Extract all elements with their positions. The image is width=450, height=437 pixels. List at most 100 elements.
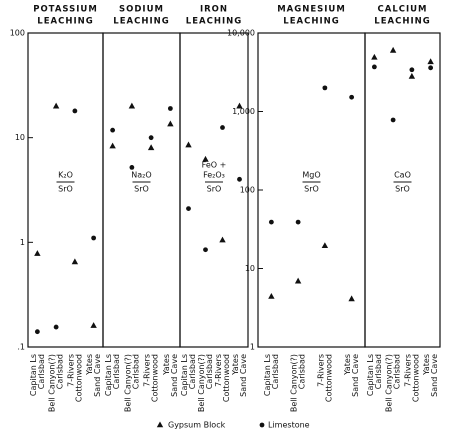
circle-point: [167, 106, 173, 111]
formation-label: Cottonwood: [151, 354, 160, 402]
formation-label: Carlsbad: [188, 354, 197, 389]
formation-label: Cottonwood: [324, 354, 333, 402]
ratio-denominator: SrO: [395, 185, 410, 194]
y-tick-label: 10: [15, 133, 25, 142]
panel-title: LEACHING: [113, 17, 169, 27]
y-tick-label: 1: [20, 238, 25, 247]
formation-label: Carlsbad: [56, 354, 65, 389]
triangle-point: [348, 295, 355, 302]
circle-point: [295, 219, 301, 225]
panel-frame: [364, 32, 441, 348]
triangle-point: [90, 322, 97, 328]
panel-title: MAGNESIUM: [277, 5, 346, 15]
category-label: Capitan Ls: [104, 354, 113, 396]
category-label: 7-Rivers: [214, 354, 223, 387]
triangle-point: [294, 277, 302, 284]
y-tick-label: 10,000: [227, 29, 255, 38]
circle-point: [72, 108, 78, 114]
circle-point: [390, 117, 396, 123]
circle-point: [322, 85, 328, 91]
category-label: 7-Rivers: [66, 354, 75, 387]
ratio-denominator: SrO: [207, 185, 222, 194]
ratio-denominator: SrO: [134, 185, 149, 194]
triangle-point: [147, 144, 155, 151]
category-label: Bell Canyon(?): [290, 354, 299, 412]
category-label: Bell Canyon(?): [197, 354, 206, 412]
y-tick-label: 100: [10, 29, 25, 38]
formation-label: Sand Cave: [93, 354, 102, 397]
circle-point: [428, 65, 434, 71]
formation-label: Carlsbad: [37, 354, 46, 389]
y-tick-label: 1: [250, 343, 255, 352]
legend-label: Limestone: [268, 421, 310, 430]
y-tick-label: 1,000: [232, 107, 255, 116]
triangle-point: [321, 242, 329, 249]
panel-title: LEACHING: [283, 17, 339, 27]
panel-title: SODIUM: [119, 5, 164, 15]
legend-circle: [259, 422, 265, 428]
category-label: Capitan Ls: [263, 354, 272, 396]
category-label: Yates: [343, 354, 352, 376]
triangle-point: [268, 292, 275, 299]
category-label: Yates: [85, 354, 94, 376]
triangle-point: [219, 236, 226, 243]
circle-point: [220, 125, 225, 130]
triangle-point: [408, 72, 416, 79]
formation-label: Carlsbad: [112, 354, 121, 389]
formation-label: Carlsbad: [131, 354, 140, 389]
formation-label: Cottonwood: [222, 354, 231, 402]
ratio-numerator: Fe₂O₃: [203, 171, 225, 180]
category-label: Capitan Ls: [29, 354, 38, 396]
circle-point: [148, 135, 154, 141]
formation-label: Sand Cave: [430, 354, 439, 397]
triangle-point: [202, 155, 209, 162]
triangle-point: [34, 250, 41, 256]
category-label: Bell Canyon(?): [48, 354, 57, 412]
triangle-point: [427, 58, 434, 65]
ratio-numerator: MgO: [302, 171, 320, 180]
panel-title: POTASSIUM: [33, 5, 98, 15]
ratio-numerator: K₂O: [58, 171, 73, 180]
panel-title: IRON: [200, 5, 228, 15]
category-label: Bell Canyon(?): [385, 354, 394, 412]
panel-title: LEACHING: [186, 17, 242, 27]
circle-point: [409, 67, 415, 73]
category-label: Capitan Ls: [366, 354, 375, 396]
category-label: Bell Canyon(?): [123, 354, 132, 412]
category-label: Yates: [422, 354, 431, 376]
formation-label: Carlsbad: [205, 354, 214, 389]
y-tick-label: .1: [17, 343, 25, 352]
circle-point: [349, 94, 355, 100]
circle-point: [268, 219, 274, 225]
panel-title: LEACHING: [37, 17, 93, 27]
category-label: Yates: [231, 354, 240, 376]
circle-point: [203, 247, 208, 253]
category-label: 7-Rivers: [316, 354, 325, 387]
formation-label: Carlsbad: [298, 354, 307, 389]
y-tick-label: 10: [245, 264, 255, 273]
triangle-point: [389, 46, 397, 53]
ratio-numerator: FeO +: [202, 161, 227, 170]
formation-label: Carlsbad: [393, 354, 402, 389]
circle-point: [371, 64, 377, 70]
panel-title: CALCIUM: [378, 5, 428, 15]
formation-label: Cottonwood: [411, 354, 420, 402]
triangle-point: [371, 53, 378, 60]
triangle-point: [52, 102, 60, 109]
circle-point: [91, 235, 97, 241]
category-label: Yates: [162, 354, 171, 376]
category-label: 7-Rivers: [403, 354, 412, 387]
legend-triangle: [156, 421, 164, 428]
formation-label: Carlsbad: [271, 354, 280, 389]
formation-label: Carlsbad: [374, 354, 383, 389]
circle-point: [34, 329, 40, 335]
formation-label: Sand Cave: [170, 354, 179, 397]
triangle-point: [109, 142, 116, 149]
category-label: 7-Rivers: [143, 354, 152, 387]
y-tick-label: 100: [240, 186, 255, 195]
triangle-point: [71, 258, 79, 265]
ratio-denominator: SrO: [58, 185, 73, 194]
circle-point: [129, 164, 135, 170]
legend-label: Gypsum Block: [168, 421, 226, 430]
